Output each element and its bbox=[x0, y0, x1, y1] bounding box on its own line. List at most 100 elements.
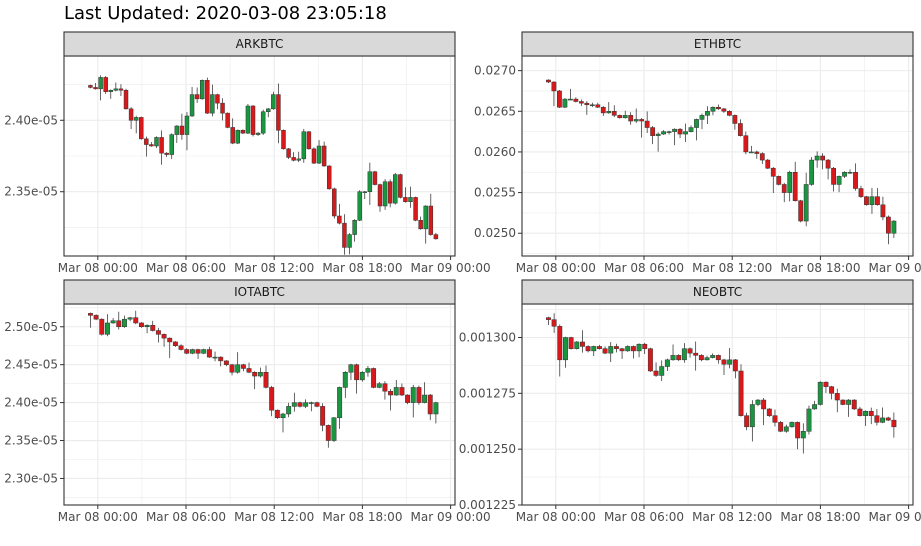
candle-body bbox=[732, 115, 738, 124]
candle-body bbox=[88, 313, 93, 316]
y-tick-label: 0.0260 bbox=[474, 145, 516, 159]
candle-body bbox=[622, 115, 628, 119]
y-tick-label: 0.001275 bbox=[459, 386, 516, 400]
candle-body bbox=[149, 144, 154, 147]
candle-body bbox=[98, 77, 103, 90]
candle-body bbox=[868, 410, 874, 416]
candle-body bbox=[776, 176, 782, 185]
candle-body bbox=[650, 127, 656, 136]
x-tick-label: Mar 08 00:00 bbox=[58, 261, 138, 275]
candle-body bbox=[291, 157, 296, 161]
candle-body bbox=[123, 90, 129, 110]
plot-area bbox=[522, 56, 913, 256]
candle-body bbox=[744, 415, 750, 428]
candle-body bbox=[410, 387, 416, 403]
candle-body bbox=[128, 108, 134, 121]
candle-body bbox=[220, 102, 225, 114]
candle-body bbox=[110, 320, 116, 324]
candle-body bbox=[367, 171, 373, 192]
candle-body bbox=[342, 222, 347, 248]
candle-body bbox=[199, 80, 205, 100]
y-tick-label: 2.45e-05 bbox=[4, 358, 58, 372]
candle-body bbox=[820, 155, 825, 161]
panel-iotabtc: IOTABTC 2.30e-05 2.35e-05 2.40e-05 2.45e-05 2… bbox=[4, 279, 491, 524]
candle-body bbox=[159, 137, 164, 154]
candle-body bbox=[416, 387, 422, 403]
candle-body bbox=[255, 132, 261, 135]
x-tick-label: Mar 08 00:00 bbox=[58, 510, 138, 524]
candle-body bbox=[342, 372, 348, 388]
candle-body bbox=[834, 393, 840, 401]
candle-body bbox=[613, 346, 619, 349]
y-tick-label: 0.0255 bbox=[474, 186, 516, 200]
candle-body bbox=[562, 337, 568, 361]
candle-body bbox=[433, 234, 439, 240]
y-tick-label: 2.40e-05 bbox=[4, 113, 58, 127]
candle-body bbox=[303, 402, 309, 407]
candle-body bbox=[611, 111, 617, 116]
candle-body bbox=[766, 408, 772, 416]
candle-body bbox=[858, 188, 864, 197]
candle-body bbox=[433, 402, 439, 415]
candle-body bbox=[332, 188, 337, 217]
candle-body bbox=[710, 106, 716, 112]
candle-body bbox=[245, 105, 251, 134]
candle-body bbox=[286, 406, 292, 415]
candle-body bbox=[666, 131, 672, 133]
candle-body bbox=[743, 135, 749, 153]
candle-body bbox=[387, 181, 393, 204]
candle-body bbox=[184, 349, 190, 354]
candle-body bbox=[683, 131, 688, 135]
candle-body bbox=[595, 104, 601, 108]
candle-body bbox=[606, 111, 612, 114]
candle-body bbox=[413, 197, 418, 221]
panel-neobtc: NEOBTC 0.001225 0.001250 0.001275 0.001300 Ma… bbox=[459, 279, 921, 524]
x-tick-label: Mar 08 06:00 bbox=[604, 261, 684, 275]
candle-body bbox=[121, 318, 127, 328]
candle-body bbox=[584, 102, 590, 106]
facet-strip bbox=[63, 279, 456, 305]
candle-body bbox=[405, 394, 411, 403]
candle-body bbox=[418, 220, 423, 230]
candle-body bbox=[161, 334, 167, 339]
chart-title: Last Updated: 2020-03-08 23:05:18 bbox=[64, 3, 387, 24]
facet-label: ARKBTC bbox=[236, 37, 284, 51]
candle-body bbox=[737, 123, 743, 136]
candle-body bbox=[118, 88, 124, 91]
candle-body bbox=[806, 408, 812, 432]
candle-body bbox=[727, 111, 732, 116]
candle-body bbox=[891, 220, 897, 234]
candle-body bbox=[659, 366, 665, 376]
candle-body bbox=[359, 372, 365, 381]
panel-arkbtc: ARKBTC 2.35e-05 2.40e-05 Mar 08 00:00 Mar 08… bbox=[4, 31, 491, 275]
candle-body bbox=[178, 345, 184, 350]
candle-body bbox=[677, 128, 683, 135]
candle-body bbox=[551, 81, 557, 92]
candle-body bbox=[863, 410, 869, 416]
candle-body bbox=[205, 80, 210, 114]
candle-body bbox=[846, 399, 852, 405]
x-tick-label: Mar 09 00:00 bbox=[869, 510, 921, 524]
y-tick-label: 0.001300 bbox=[459, 331, 516, 345]
candle-body bbox=[195, 349, 201, 354]
candle-body bbox=[772, 415, 778, 423]
candle-body bbox=[321, 145, 327, 167]
candle-body bbox=[240, 364, 246, 369]
candle-body bbox=[639, 119, 645, 122]
candle-body bbox=[551, 319, 557, 327]
candle-body bbox=[596, 346, 602, 349]
candle-body bbox=[169, 134, 174, 155]
candle-body bbox=[212, 356, 218, 359]
candle-body bbox=[546, 317, 551, 320]
candle-body bbox=[352, 220, 357, 235]
candle-body bbox=[325, 425, 331, 441]
x-tick-label: Mar 09 00:00 bbox=[411, 510, 491, 524]
candle-body bbox=[578, 101, 584, 104]
candle-body bbox=[194, 94, 200, 100]
candle-body bbox=[664, 359, 670, 367]
candle-body bbox=[585, 346, 591, 352]
candle-body bbox=[280, 413, 286, 419]
candle-body bbox=[568, 98, 573, 101]
candle-body bbox=[853, 172, 858, 189]
candle-body bbox=[705, 111, 710, 116]
